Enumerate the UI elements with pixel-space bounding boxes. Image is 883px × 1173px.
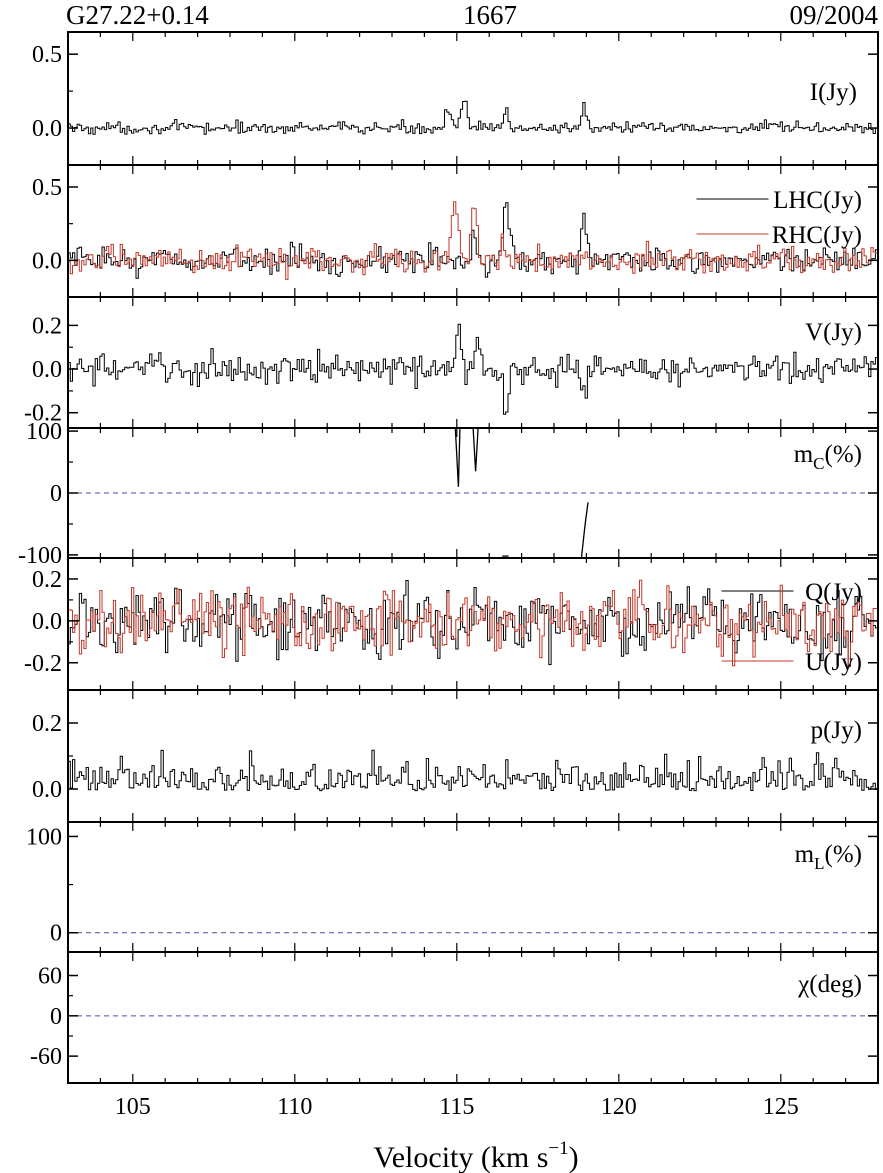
series-LR-0: [68, 202, 878, 279]
y-tick-label: 0.2: [32, 567, 62, 593]
panel-QU: Q(Jy) U(Jy) -0.2 0.0 0.2: [24, 557, 879, 691]
y-tick-label: 0: [50, 1004, 62, 1030]
series-label: LHC(Jy): [773, 187, 862, 214]
series-line: [454, 428, 461, 487]
panel-mL: mL(%) 0 100: [26, 821, 879, 953]
series-label: p(Jy): [811, 717, 862, 744]
series-V-0: [68, 323, 878, 415]
y-tick-label: -100: [18, 543, 62, 569]
x-tick-label: 120: [601, 1094, 637, 1120]
panel-frame: [67, 296, 879, 429]
series-line: [68, 749, 878, 792]
y-tick-label: -0.2: [24, 401, 62, 427]
series-p-0: [68, 749, 878, 792]
observation-date: 09/2004: [789, 0, 878, 30]
series-line: [68, 202, 878, 279]
series-label: mL(%): [795, 841, 862, 873]
y-tick-label: 100: [26, 824, 62, 850]
series-mc-0: [454, 428, 589, 558]
panel-stack: I(Jy) 0.0 0.5 LHC(Jy) RHC(Jy) 0.0 0.5 V(Jy) -0.2…: [18, 31, 879, 1084]
panel-LR: LHC(Jy) RHC(Jy) 0.0 0.5: [32, 164, 879, 298]
panel-mc: mC(%) -100 0 100: [18, 419, 879, 569]
series-line: [68, 100, 878, 135]
y-tick-label: 0.5: [32, 42, 62, 68]
y-tick-label: 0.2: [32, 711, 62, 737]
panel-I: I(Jy) 0.0 0.5: [32, 31, 879, 166]
series-line: [68, 579, 878, 667]
series-label: V(Jy): [805, 319, 862, 346]
panel-p: p(Jy) 0.0 0.2: [32, 689, 879, 823]
x-axis: 105 110 115 120 125: [115, 1094, 799, 1120]
series-label: mC(%): [794, 441, 862, 473]
x-tick-label: 105: [115, 1094, 151, 1120]
series-line: [472, 428, 479, 472]
panel-V: V(Jy) -0.2 0.0 0.2: [24, 296, 879, 429]
y-tick-label: 0.5: [32, 175, 62, 201]
y-tick-label: 0.0: [32, 357, 62, 383]
y-tick-label: 0: [50, 921, 62, 947]
series-line: [68, 201, 878, 280]
panel-frame: [67, 31, 879, 166]
x-tick-label: 125: [763, 1094, 799, 1120]
series-QU-1: [68, 579, 878, 667]
x-tick-label: 110: [277, 1094, 312, 1120]
y-tick-label: 0.0: [32, 777, 62, 803]
series-QU-0: [68, 580, 878, 667]
panel-frame: [67, 689, 879, 823]
series-I-0: [68, 100, 878, 135]
series-line: [580, 502, 589, 558]
series-label: I(Jy): [810, 79, 857, 106]
x-tick-label: 115: [439, 1094, 474, 1120]
series-label: U(Jy): [805, 649, 862, 676]
y-tick-label: 0.0: [32, 609, 62, 635]
panel-frame: [67, 164, 879, 298]
y-tick-label: 60: [38, 964, 62, 990]
series-LR-1: [68, 201, 878, 280]
panel-frame: [67, 951, 879, 1084]
x-axis-label: Velocity (km s−1): [373, 1138, 578, 1173]
y-tick-label: 100: [26, 419, 62, 445]
series-line: [68, 580, 878, 667]
panel-chi: χ(deg) -60 0 60: [30, 951, 879, 1084]
y-tick-label: 0.0: [32, 116, 62, 142]
series-label: χ(deg): [797, 971, 862, 998]
series-line: [68, 323, 878, 415]
y-tick-label: -60: [30, 1044, 62, 1070]
y-tick-label: 0: [50, 481, 62, 507]
y-tick-label: 0.2: [32, 313, 62, 339]
source-name: G27.22+0.14: [66, 0, 209, 30]
y-tick-label: -0.2: [24, 651, 62, 677]
series-label: Q(Jy): [805, 579, 862, 606]
panel-frame: [67, 557, 879, 691]
transition-frequency: 1667: [463, 0, 517, 30]
series-label: RHC(Jy): [772, 222, 862, 249]
y-tick-label: 0.0: [32, 248, 62, 274]
